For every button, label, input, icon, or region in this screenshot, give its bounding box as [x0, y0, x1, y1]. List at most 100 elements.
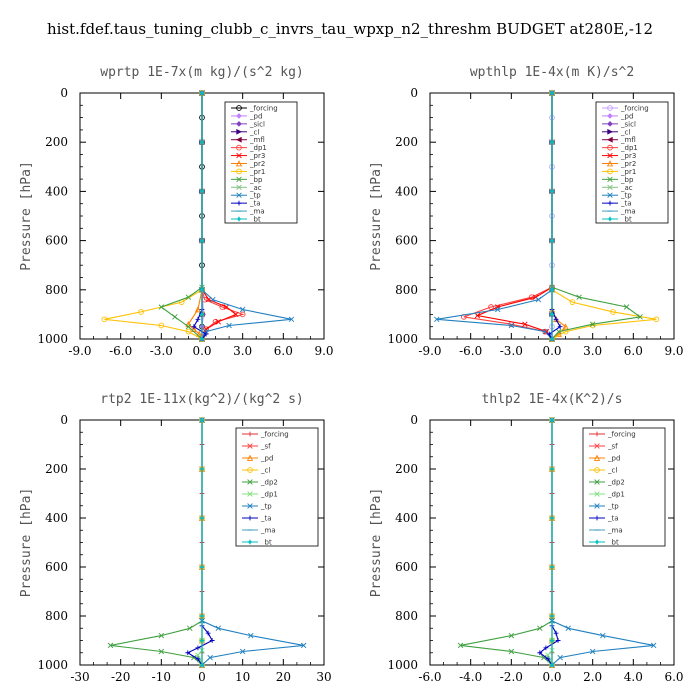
series-line [104, 93, 203, 340]
legend-entry: _bt [620, 216, 632, 224]
x-tick-label: 9.0 [664, 344, 683, 358]
legend-entry: _mfl [620, 136, 636, 144]
legend-entry: _cl [249, 128, 259, 136]
x-tick-label: 0 [198, 670, 206, 684]
legend-marker [607, 216, 613, 222]
series-dp1 [461, 90, 555, 342]
data-point [600, 632, 606, 639]
x-tick-label: -2.0 [500, 670, 523, 684]
data-point [195, 645, 201, 651]
legend-box [235, 427, 319, 547]
data-point [185, 294, 192, 300]
legend-marker [235, 160, 243, 167]
legend-marker [594, 431, 600, 437]
x-tick-label: 4.0 [624, 670, 643, 684]
x-tick-label: -20 [111, 670, 130, 684]
series-line [475, 93, 553, 340]
data-point [199, 139, 205, 146]
legend: _forcing_pd_sicl_cl_mfl_dp1_pr3_pr2_pr1_… [224, 101, 298, 224]
data-point [589, 321, 596, 327]
data-point [522, 321, 528, 327]
data-point [623, 304, 630, 310]
data-point [199, 286, 205, 293]
x-tick-label: -6.0 [418, 670, 441, 684]
series-line [551, 420, 654, 666]
y-axis-label: Pressure [hPa] [19, 488, 34, 598]
data-point [209, 638, 215, 643]
data-point [107, 642, 114, 649]
data-point [203, 331, 209, 337]
legend-box [582, 427, 666, 547]
data-point [158, 322, 165, 329]
data-point [239, 648, 246, 655]
series-line [538, 420, 559, 666]
data-point [199, 515, 205, 521]
legend-entry: _ta [620, 200, 632, 208]
legend-marker [247, 443, 253, 449]
legend-entry: _pd [607, 455, 620, 463]
data-point [537, 625, 543, 631]
x-tick-label: 0.0 [542, 344, 561, 358]
legend-marker [594, 539, 600, 545]
data-point [553, 316, 559, 322]
legend-entry: _ma [607, 527, 623, 535]
y-tick-label: 200 [395, 135, 418, 149]
data-point [549, 417, 555, 423]
legend-marker [607, 176, 613, 183]
data-point [653, 316, 660, 323]
data-point [239, 306, 246, 313]
legend-entry: _ta [249, 200, 261, 208]
legend-entry: _bt [607, 539, 619, 547]
data-point [199, 564, 205, 570]
x-tick-label: -3.0 [500, 344, 523, 358]
legend-marker [607, 168, 613, 175]
data-point [223, 304, 230, 310]
legend-marker [247, 539, 253, 545]
series-line [460, 420, 553, 666]
data-point [194, 306, 202, 313]
legend-marker [247, 503, 253, 509]
legend-marker [235, 136, 242, 143]
y-tick-label: 800 [45, 609, 68, 623]
data-point [557, 654, 563, 661]
legend-marker [247, 515, 253, 521]
data-point [562, 328, 569, 335]
legend-entry: _dp1 [607, 491, 625, 499]
data-point [549, 286, 555, 293]
data-point [233, 311, 239, 318]
data-point [195, 656, 201, 662]
series-tp [549, 417, 657, 668]
legend-entry: _pr3 [249, 152, 265, 160]
legend-entry: _dp2 [607, 479, 625, 487]
data-point [549, 90, 555, 96]
legend-entry: _ac [620, 184, 633, 192]
data-point [569, 299, 576, 305]
legend-entry: _ac [249, 184, 262, 192]
series-bp [158, 90, 205, 342]
data-point [549, 311, 555, 318]
data-point [187, 625, 193, 631]
data-point [199, 336, 205, 342]
data-point [185, 650, 191, 656]
data-point [546, 331, 552, 337]
data-point [549, 336, 555, 342]
legend-entry: _ma [260, 527, 276, 535]
data-point [158, 304, 165, 310]
data-point [199, 188, 205, 195]
legend-marker [236, 176, 242, 183]
data-point [549, 139, 555, 146]
series-line [436, 93, 553, 340]
legend-entry: _cl [260, 467, 270, 475]
series-bt [199, 417, 205, 668]
data-point [549, 662, 555, 668]
y-tick-label: 400 [395, 184, 418, 198]
data-point [549, 637, 555, 644]
legend-entry: _dp1 [620, 144, 638, 152]
data-point [101, 316, 108, 323]
legend-marker [594, 503, 600, 509]
legend-marker [607, 113, 613, 119]
data-point [195, 652, 201, 658]
y-tick-label: 400 [45, 184, 68, 198]
legend-entry: _sicl [249, 120, 265, 128]
